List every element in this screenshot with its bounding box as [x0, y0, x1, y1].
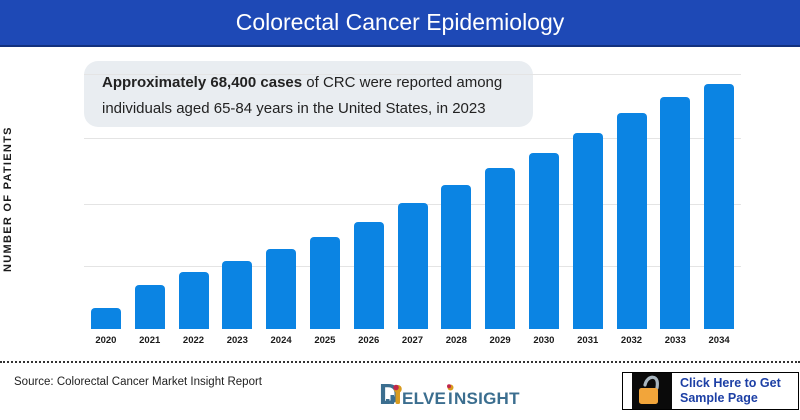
svg-text:NSIGHT: NSIGHT [454, 389, 520, 408]
svg-text:I: I [448, 389, 453, 408]
svg-text:ELVE: ELVE [402, 389, 446, 408]
